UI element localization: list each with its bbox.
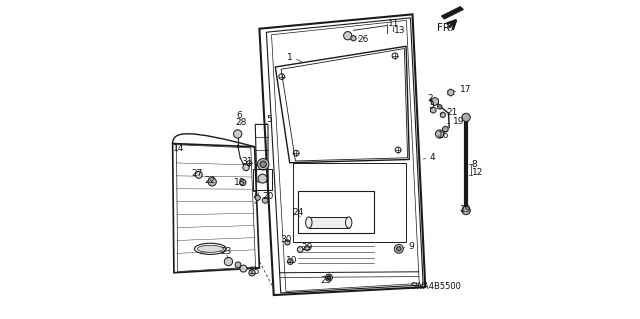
- Text: 17: 17: [460, 85, 471, 94]
- Circle shape: [462, 206, 470, 215]
- Circle shape: [258, 174, 267, 183]
- Circle shape: [257, 159, 269, 170]
- Polygon shape: [448, 89, 454, 96]
- Polygon shape: [309, 217, 349, 228]
- Circle shape: [327, 276, 331, 279]
- Circle shape: [325, 274, 332, 281]
- Text: 14: 14: [173, 144, 184, 153]
- Circle shape: [462, 113, 470, 122]
- Text: 11: 11: [388, 19, 399, 28]
- Text: SWA4B5500: SWA4B5500: [410, 282, 461, 291]
- Circle shape: [298, 247, 303, 252]
- Circle shape: [442, 126, 448, 132]
- Circle shape: [255, 195, 260, 200]
- Text: 10: 10: [286, 256, 298, 265]
- Circle shape: [195, 171, 202, 178]
- Circle shape: [240, 265, 247, 272]
- Circle shape: [249, 270, 255, 276]
- Text: 22: 22: [204, 176, 216, 185]
- Circle shape: [235, 262, 241, 268]
- Circle shape: [243, 164, 249, 171]
- Text: 16: 16: [438, 131, 449, 140]
- Text: 13: 13: [394, 26, 406, 35]
- Circle shape: [260, 161, 266, 167]
- Polygon shape: [440, 112, 445, 118]
- Text: 26: 26: [357, 35, 369, 44]
- Circle shape: [208, 178, 216, 186]
- Text: 21: 21: [446, 108, 458, 117]
- Circle shape: [437, 105, 442, 109]
- Ellipse shape: [306, 217, 312, 228]
- Text: 1: 1: [287, 53, 293, 62]
- Text: FR.: FR.: [437, 23, 453, 33]
- Text: 8: 8: [472, 160, 477, 169]
- Text: 4: 4: [430, 153, 436, 162]
- Circle shape: [397, 247, 401, 251]
- Circle shape: [344, 32, 352, 40]
- Text: 23: 23: [220, 247, 232, 256]
- Ellipse shape: [346, 217, 352, 228]
- Polygon shape: [351, 35, 356, 41]
- Circle shape: [262, 197, 268, 203]
- Circle shape: [305, 246, 310, 251]
- Circle shape: [239, 179, 246, 186]
- Circle shape: [234, 130, 242, 138]
- Text: 2: 2: [428, 94, 433, 103]
- Circle shape: [394, 244, 403, 253]
- Text: 3: 3: [428, 101, 433, 110]
- Ellipse shape: [197, 245, 223, 252]
- Text: 18: 18: [234, 178, 245, 187]
- Polygon shape: [431, 107, 436, 113]
- Circle shape: [285, 240, 290, 245]
- Text: 29: 29: [301, 243, 312, 252]
- Text: 6: 6: [237, 111, 243, 120]
- Text: 20: 20: [262, 192, 274, 201]
- Text: 19: 19: [453, 117, 465, 126]
- Text: 30: 30: [280, 235, 292, 244]
- Polygon shape: [431, 97, 438, 106]
- Text: 12: 12: [472, 168, 483, 177]
- Circle shape: [435, 130, 444, 138]
- Text: 7: 7: [251, 191, 257, 200]
- Text: 15: 15: [249, 267, 260, 276]
- Text: 5: 5: [267, 115, 273, 124]
- Text: 31: 31: [241, 157, 252, 166]
- Text: 25: 25: [321, 276, 332, 285]
- Polygon shape: [441, 6, 463, 19]
- Text: 19: 19: [460, 205, 472, 214]
- Circle shape: [224, 257, 232, 266]
- Text: 24: 24: [292, 208, 304, 217]
- Text: 28: 28: [236, 118, 246, 127]
- Text: 9: 9: [409, 242, 415, 251]
- Text: 27: 27: [191, 169, 203, 178]
